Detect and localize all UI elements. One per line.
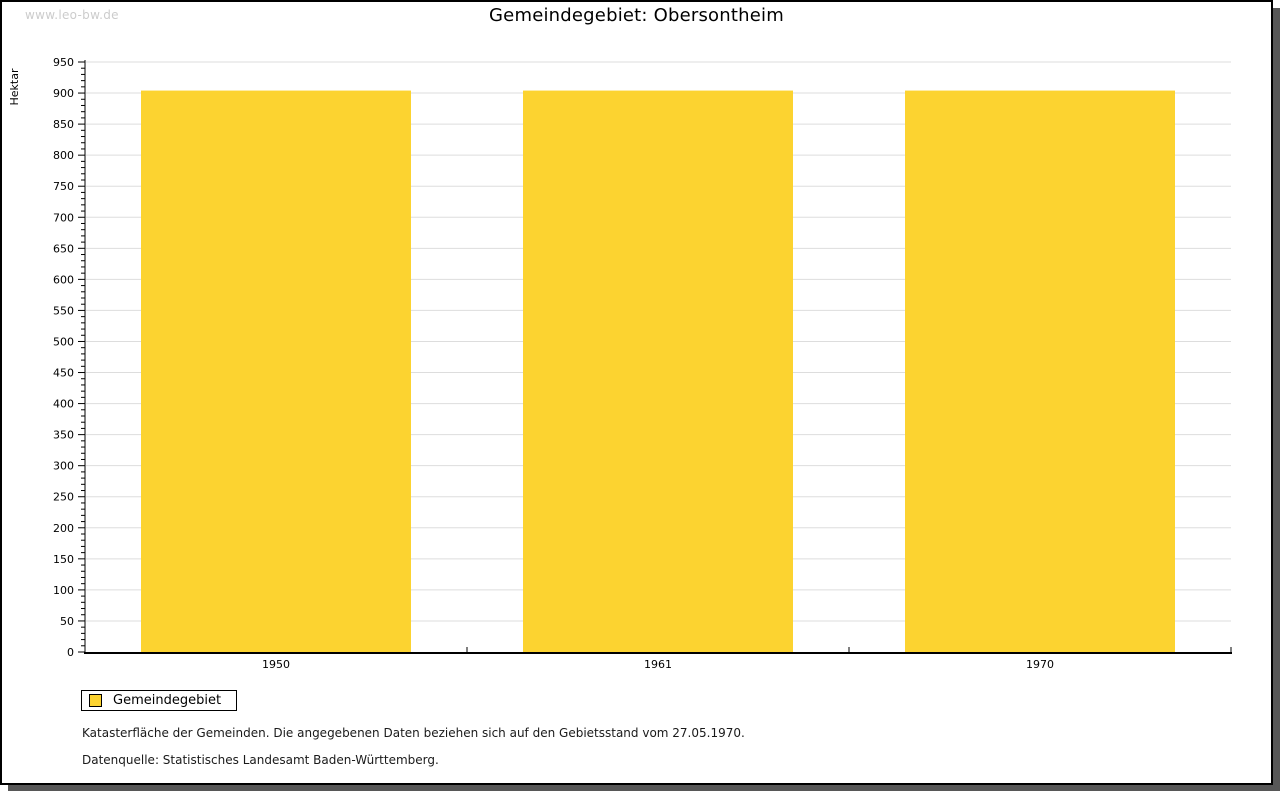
y-tick-label: 200 [53,522,74,535]
y-tick-label: 950 [53,56,74,69]
y-tick-label: 450 [53,367,74,380]
legend-label: Gemeindegebiet [113,693,222,708]
y-tick-label: 500 [53,335,74,348]
legend-swatch-icon [89,694,102,707]
y-tick-label: 50 [60,615,74,628]
y-tick-label: 700 [53,211,74,224]
y-tick-label: 650 [53,242,74,255]
x-tick-label: 1950 [262,658,290,671]
bar-1961 [523,90,793,652]
y-axis-title: Hektar [8,68,21,105]
y-tick-label: 400 [53,398,74,411]
bar-chart-canvas: 0 50 100 150 200 250 300 350 400 450 500 550 600 650 7… [8,56,1232,671]
y-tick-label: 850 [53,118,74,131]
y-tick-label: 350 [53,429,74,442]
y-tick-label: 550 [53,304,74,317]
y-tick-label: 300 [53,460,74,473]
y-tick-label: 800 [53,149,74,162]
footnote-description: Katasterfläche der Gemeinden. Die angege… [82,726,745,740]
y-tick-label: 250 [53,491,74,504]
y-tick-label: 600 [53,273,74,286]
bar-1970 [905,90,1175,652]
watermark: www.leo-bw.de [25,8,119,22]
y-tick-label: 750 [53,180,74,193]
y-tick-label: 0 [67,646,74,659]
y-tick-label: 900 [53,87,74,100]
page-title: Gemeindegebiet: Obersontheim [489,5,784,26]
y-tick-label: 100 [53,584,74,597]
x-tick-label: 1970 [1026,658,1054,671]
footnote-source: Datenquelle: Statistisches Landesamt Bad… [82,753,439,767]
legend: Gemeindegebiet [81,690,238,711]
y-tick-label: 150 [53,553,74,566]
bar-1950 [141,90,411,652]
x-tick-label: 1961 [644,658,672,671]
